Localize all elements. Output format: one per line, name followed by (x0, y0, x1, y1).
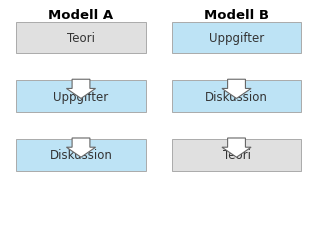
FancyBboxPatch shape (172, 22, 301, 54)
FancyBboxPatch shape (172, 140, 301, 171)
Text: Uppgifter: Uppgifter (53, 90, 109, 103)
Text: Modell A: Modell A (48, 9, 114, 22)
Text: Teori: Teori (67, 32, 95, 45)
Text: Teori: Teori (223, 149, 250, 162)
Text: Diskussion: Diskussion (205, 90, 268, 103)
FancyBboxPatch shape (16, 140, 146, 171)
FancyBboxPatch shape (16, 22, 146, 54)
Text: Diskussion: Diskussion (50, 149, 112, 162)
Polygon shape (222, 80, 251, 99)
Polygon shape (66, 138, 96, 158)
Text: Modell B: Modell B (204, 9, 269, 22)
FancyBboxPatch shape (172, 81, 301, 112)
Polygon shape (66, 80, 96, 99)
Text: Uppgifter: Uppgifter (209, 32, 264, 45)
FancyBboxPatch shape (16, 81, 146, 112)
Polygon shape (222, 138, 251, 158)
